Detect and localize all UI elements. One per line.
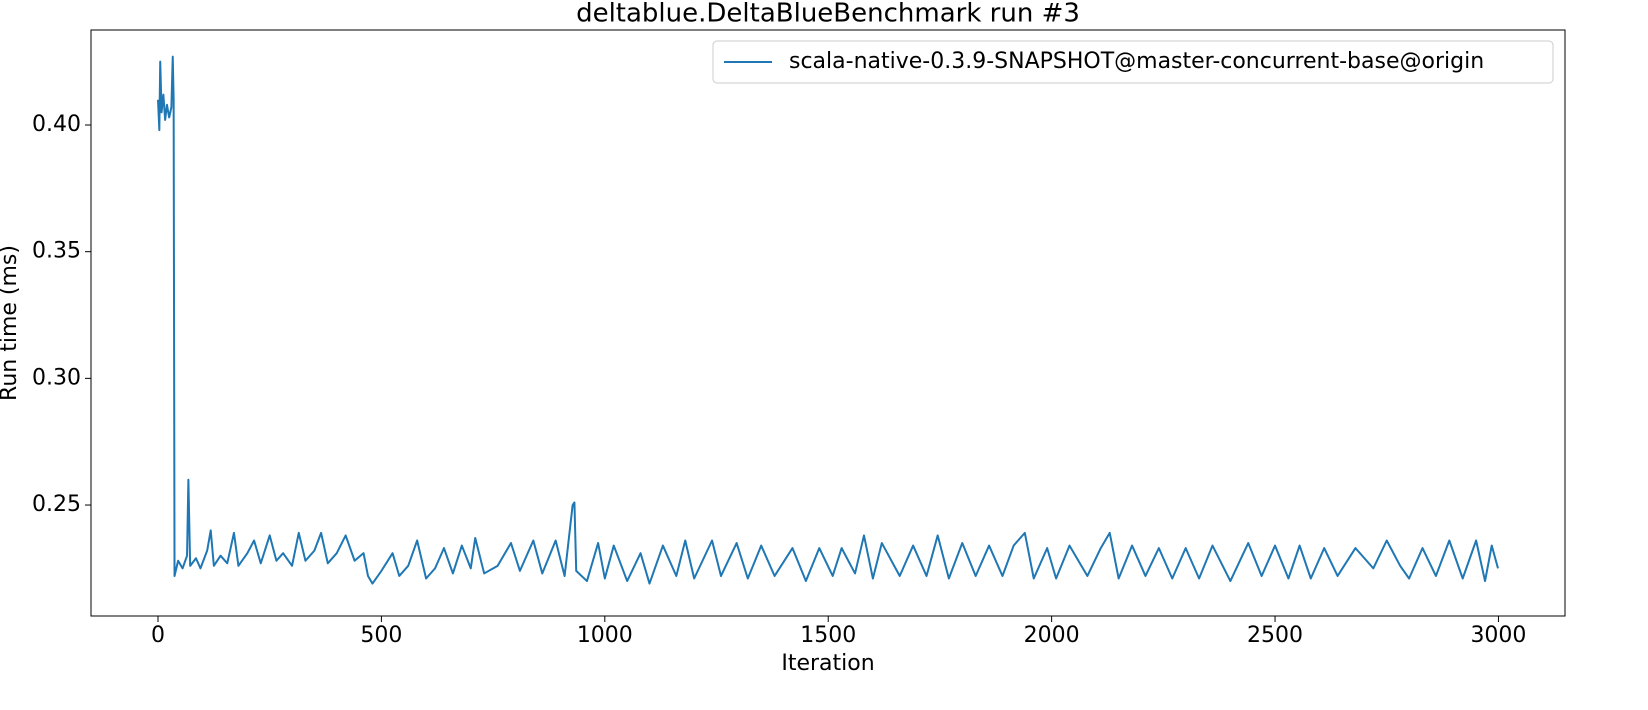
y-tick-label: 0.25: [32, 492, 81, 517]
y-tick-label: 0.30: [32, 365, 81, 390]
x-tick-label: 1500: [800, 623, 856, 648]
x-tick-label: 3000: [1470, 623, 1526, 648]
chart-title: deltablue.DeltaBlueBenchmark run #3: [576, 0, 1080, 29]
plot-frame: [90, 29, 1566, 617]
x-tick-label: 0: [151, 623, 165, 648]
x-axis-label: Iteration: [781, 651, 874, 676]
line-series: [157, 55, 1499, 585]
x-tick-label: 1000: [577, 623, 633, 648]
y-axis-label: Run time (ms): [0, 245, 22, 401]
x-tick-label: 2000: [1024, 623, 1080, 648]
x-tick-label: 500: [360, 623, 402, 648]
y-tick-label: 0.35: [32, 239, 81, 264]
legend-label: scala-native-0.3.9-SNAPSHOT@master-concu…: [789, 49, 1484, 74]
legend-box: [712, 40, 1554, 84]
y-tick-label: 0.40: [32, 112, 81, 137]
x-tick-label: 2500: [1247, 623, 1303, 648]
